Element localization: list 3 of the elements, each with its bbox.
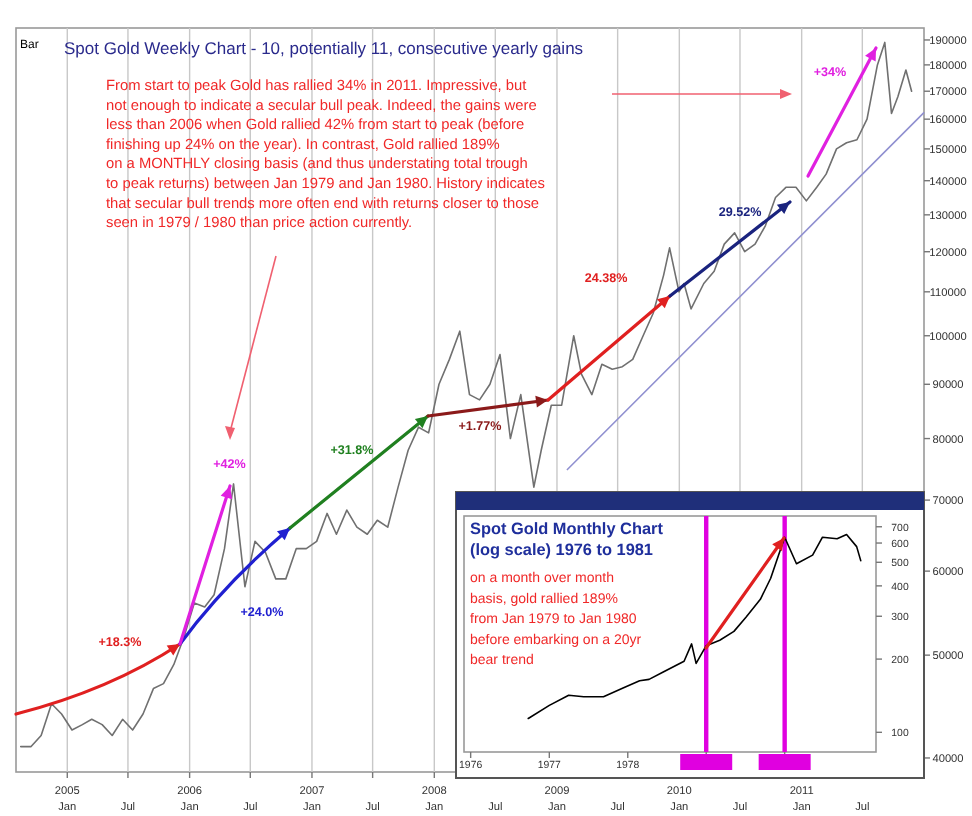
text: Spot Gold Weekly Chart - 10, potentially 11, consecutive yearly gains [64,38,584,58]
line-series [19,41,913,748]
text: Spot Gold Monthly Chart (log scale) 1976 to 1981 [470,520,664,560]
